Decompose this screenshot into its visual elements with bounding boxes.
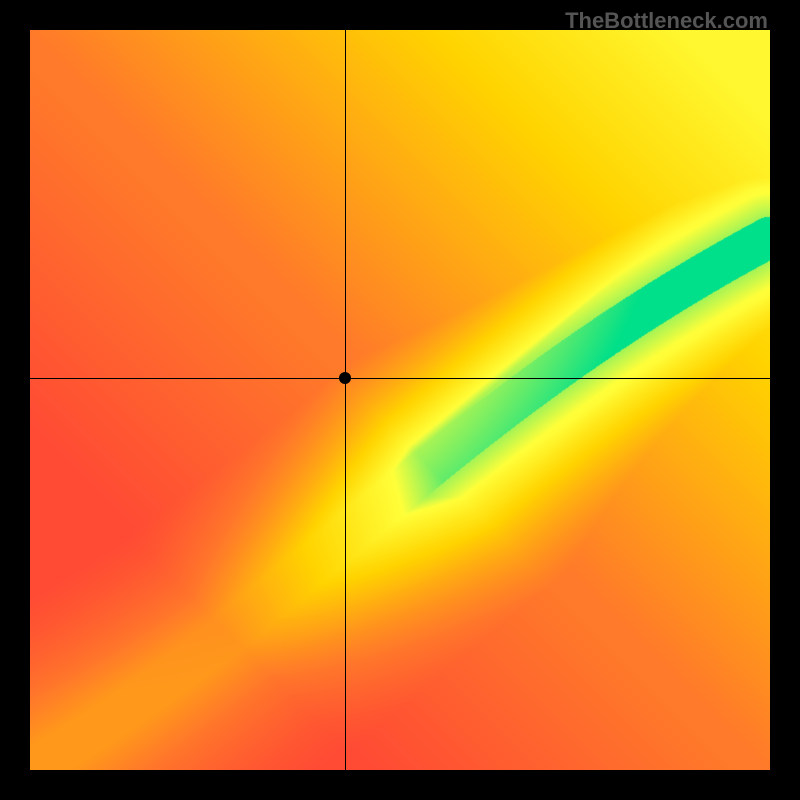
- watermark-text: TheBottleneck.com: [565, 8, 768, 34]
- crosshair-vertical: [345, 30, 346, 770]
- chart-container: TheBottleneck.com: [0, 0, 800, 800]
- crosshair-horizontal: [30, 378, 770, 379]
- heatmap-plot-area: [30, 30, 770, 770]
- crosshair-marker: [339, 372, 351, 384]
- heatmap-canvas: [30, 30, 770, 770]
